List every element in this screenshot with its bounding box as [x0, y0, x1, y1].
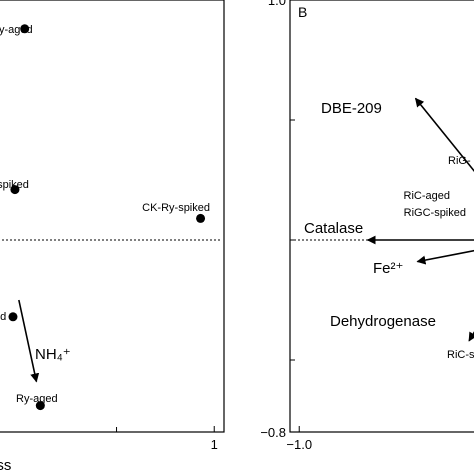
data-point [20, 24, 30, 34]
y-tick-label: −0.8 [260, 425, 286, 440]
panel-b-plot: −1.0 1.0 −0.8 B DBE-209 Catalase Fe²⁺ Dehydroge… [260, 0, 474, 452]
x-tick-label: 1 [211, 437, 218, 452]
point-label: RiC-aged [404, 190, 450, 202]
point-label: CK-Ry-spiked [142, 202, 210, 214]
y-tick-label: 1.0 [268, 0, 286, 8]
point-label: RiG- [448, 155, 471, 167]
vector-label: NH₄⁺ [35, 346, 71, 363]
vector-label: Fe²⁺ [373, 260, 403, 277]
data-point [8, 312, 18, 322]
point-label: K-Ry-aged [0, 24, 33, 36]
point-label: Ry-spiked [0, 179, 29, 191]
vector-arrow [18, 299, 40, 383]
plot-frame [0, 0, 225, 433]
point-label: RiGC-spiked [404, 207, 466, 219]
x-axis-label: ass [0, 457, 11, 474]
data-point [10, 185, 20, 195]
point-label: Ry-aged [16, 393, 58, 405]
vector-arrow [416, 249, 474, 265]
point-label: piked [0, 311, 6, 323]
data-point [196, 213, 206, 223]
data-point [35, 401, 45, 411]
vector-arrow [468, 331, 474, 342]
x-tick-label: −1.0 [286, 437, 312, 452]
panel-label: B [298, 4, 307, 20]
vector-arrow [414, 97, 474, 172]
vector-label: DBE-209 [321, 100, 382, 117]
point-label: RiC-spiked [447, 349, 474, 361]
vector-label: Dehydrogenase [330, 313, 436, 330]
plot-frame [289, 0, 474, 433]
panel-a-plot: 1 ass NH₄⁺ K-Ry-aged Ry-spiked CK-Ry-spiked pi… [0, 0, 225, 474]
vector-label: Catalase [304, 220, 363, 237]
